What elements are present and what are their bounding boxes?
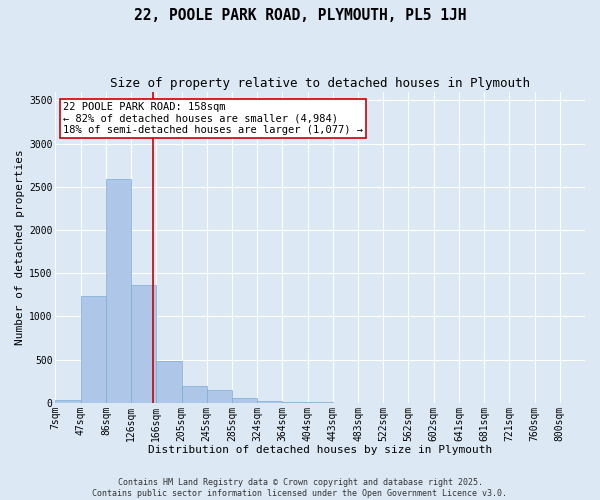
Text: Contains HM Land Registry data © Crown copyright and database right 2025.
Contai: Contains HM Land Registry data © Crown c… — [92, 478, 508, 498]
Bar — [257, 401, 283, 403]
Y-axis label: Number of detached properties: Number of detached properties — [15, 150, 25, 345]
X-axis label: Distribution of detached houses by size in Plymouth: Distribution of detached houses by size … — [148, 445, 493, 455]
Bar — [106, 179, 131, 403]
Bar — [55, 400, 80, 403]
Title: Size of property relative to detached houses in Plymouth: Size of property relative to detached ho… — [110, 78, 530, 90]
Bar — [283, 402, 308, 403]
Bar — [131, 286, 157, 403]
Bar — [80, 296, 106, 403]
Bar — [157, 362, 182, 403]
Text: 22 POOLE PARK ROAD: 158sqm
← 82% of detached houses are smaller (4,984)
18% of s: 22 POOLE PARK ROAD: 158sqm ← 82% of deta… — [63, 102, 363, 135]
Text: 22, POOLE PARK ROAD, PLYMOUTH, PL5 1JH: 22, POOLE PARK ROAD, PLYMOUTH, PL5 1JH — [134, 8, 466, 22]
Bar — [182, 386, 207, 403]
Bar — [232, 398, 257, 403]
Bar — [207, 390, 232, 403]
